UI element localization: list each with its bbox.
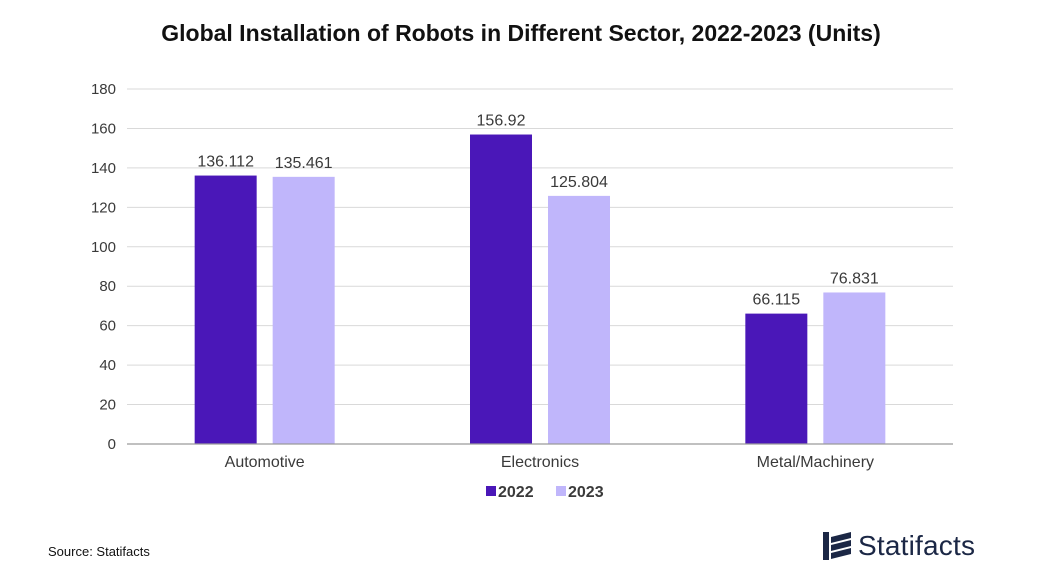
data-label: 136.112 bbox=[197, 154, 254, 171]
bar-2022-electronics bbox=[470, 134, 532, 444]
y-tick-label: 100 bbox=[91, 239, 116, 256]
bar-2022-metal-machinery bbox=[745, 313, 808, 444]
data-label: 66.115 bbox=[752, 292, 800, 309]
x-category-label: Electronics bbox=[501, 454, 579, 471]
legend-swatch bbox=[486, 486, 496, 496]
x-category-label: Metal/Machinery bbox=[757, 454, 874, 471]
y-tick-label: 40 bbox=[99, 357, 116, 374]
y-tick-label: 80 bbox=[99, 278, 116, 295]
y-tick-label: 120 bbox=[91, 199, 116, 216]
bar-2022-automotive bbox=[194, 175, 257, 444]
legend-label: 2022 bbox=[498, 484, 534, 501]
data-label: 76.831 bbox=[830, 270, 879, 287]
y-tick-label: 140 bbox=[91, 160, 116, 177]
bar-2023-electronics bbox=[548, 195, 610, 444]
data-label: 156.92 bbox=[477, 113, 526, 130]
legend-swatch bbox=[556, 486, 566, 496]
y-tick-label: 60 bbox=[99, 318, 116, 335]
chart-title: Global Installation of Robots in Differe… bbox=[161, 20, 881, 46]
y-tick-label: 0 bbox=[108, 436, 116, 453]
gridlines bbox=[127, 88, 953, 406]
brand: Statifacts bbox=[822, 528, 975, 564]
bar-2023-automotive bbox=[272, 176, 335, 444]
y-tick-label: 20 bbox=[99, 397, 116, 414]
data-labels: 136.112 135.461 156.92 125.804 66.115 76.831 bbox=[197, 113, 879, 309]
x-axis-categories: Automotive Electronics Metal/Machinery bbox=[225, 454, 874, 471]
x-category-label: Automotive bbox=[225, 454, 305, 471]
brand-name: Statifacts bbox=[858, 530, 976, 561]
bar-2023-metal-machinery bbox=[823, 292, 886, 444]
y-tick-label: 180 bbox=[91, 81, 116, 98]
legend: 2022 2023 bbox=[486, 484, 604, 501]
data-label: 135.461 bbox=[275, 155, 333, 172]
data-label: 125.804 bbox=[550, 174, 608, 191]
source-note: Source: Statifacts bbox=[48, 544, 150, 559]
y-tick-label: 160 bbox=[91, 120, 116, 137]
statifacts-logo-icon bbox=[823, 532, 851, 560]
legend-label: 2023 bbox=[568, 484, 604, 501]
y-axis-ticks: 0 20 40 60 80 100 120 140 160 180 bbox=[91, 81, 116, 453]
bars bbox=[194, 134, 886, 444]
